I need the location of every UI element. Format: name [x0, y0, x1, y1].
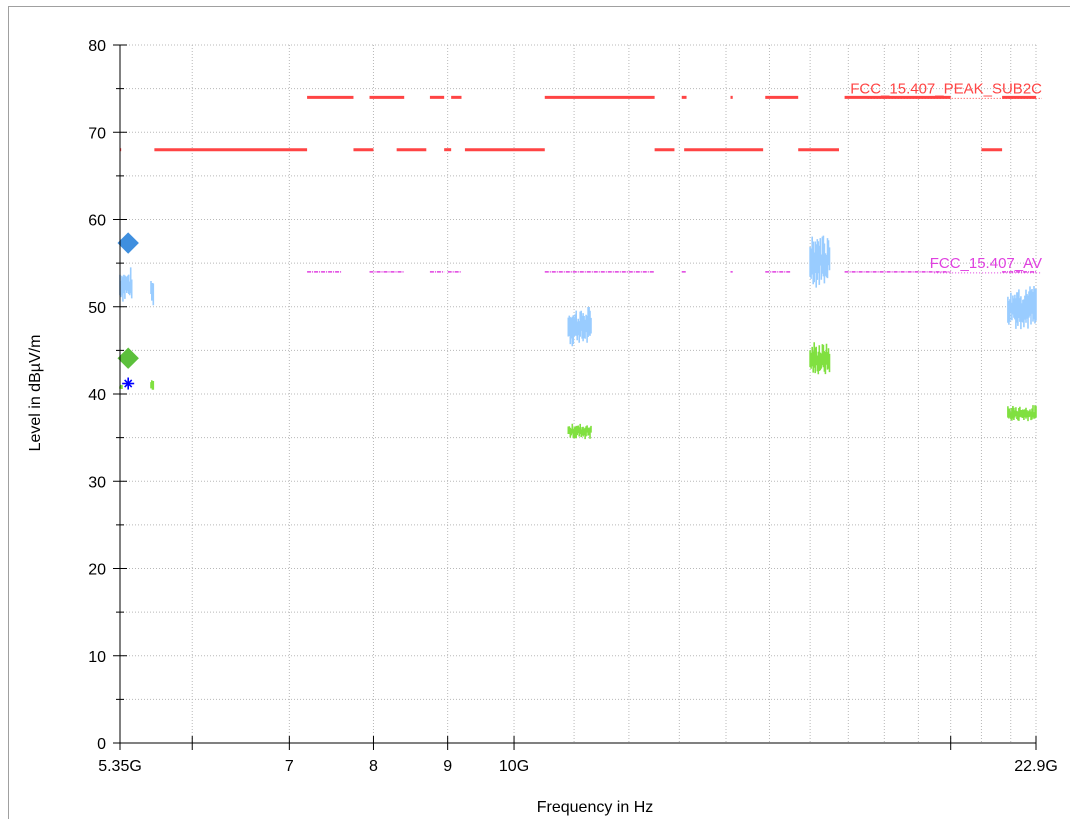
- limit-lines: FCC_15.407_PEAK_SUB2C FCC_15.407_AV: [120, 80, 1042, 274]
- y-axis-label: Level in dBµV/m: [27, 335, 44, 452]
- grid: [120, 44, 1037, 743]
- y-tick-label: 70: [88, 125, 106, 142]
- x-tick-label: 9: [443, 758, 452, 775]
- x-tick-label: 22.9G: [1014, 758, 1058, 775]
- y-tick-label: 80: [88, 38, 106, 55]
- x-tick-label: 5.35G: [98, 758, 142, 775]
- axes: 0 10 20 30 40 50 60 70 80 5.35G 7 8 9 10G 22.9G: [88, 38, 1058, 775]
- y-tick-label: 60: [88, 213, 106, 230]
- peak-marker-diamond: [117, 347, 139, 369]
- measurement-burst: [1007, 286, 1037, 330]
- measurement-burst: [809, 235, 831, 288]
- star-stroke: [124, 379, 133, 388]
- y-tick-label: 40: [88, 387, 106, 404]
- x-tick-label: 7: [285, 758, 294, 775]
- y-tick-label: 20: [88, 562, 106, 579]
- x-tick-label: 8: [369, 758, 378, 775]
- peak-marker-star: [122, 377, 135, 390]
- y-tick-label: 50: [88, 300, 106, 317]
- measurement-markers: [117, 232, 139, 390]
- measurement-series: [119, 235, 1037, 440]
- peak-marker-diamond: [117, 232, 139, 254]
- chart-frame: [8, 6, 1070, 819]
- measurement-burst: [809, 342, 831, 375]
- x-tick-label: 10G: [499, 758, 529, 775]
- measurement-burst: [150, 380, 155, 390]
- measurement-burst: [150, 281, 155, 306]
- y-tick-label: 10: [88, 649, 106, 666]
- measurement-burst: [1007, 405, 1037, 422]
- y-tick-label: 0: [97, 736, 106, 753]
- y-tick-label: 30: [88, 474, 106, 491]
- x-axis-label: Frequency in Hz: [537, 799, 654, 816]
- measurement-burst: [567, 423, 592, 440]
- measurement-burst: [119, 267, 133, 302]
- limit-line-label: FCC_15.407_AV: [930, 255, 1042, 272]
- limit-line-label: FCC_15.407_PEAK_SUB2C: [850, 80, 1042, 97]
- measurement-burst: [567, 307, 592, 347]
